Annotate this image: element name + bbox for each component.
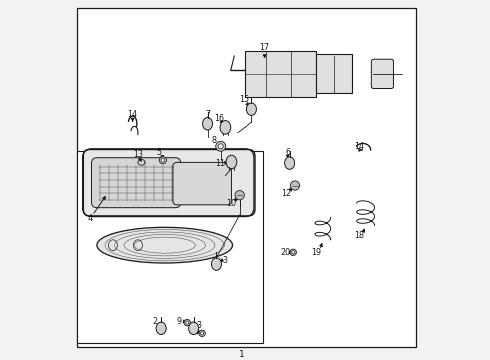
Text: 13: 13 (134, 150, 144, 159)
Ellipse shape (220, 121, 231, 134)
Text: 21: 21 (190, 327, 200, 336)
Circle shape (290, 249, 296, 256)
Text: 12: 12 (281, 189, 291, 198)
Text: 6: 6 (285, 148, 291, 157)
Text: 1: 1 (239, 350, 245, 359)
Text: 16: 16 (214, 114, 224, 123)
Bar (316, 54, 352, 94)
Circle shape (292, 251, 295, 254)
Text: 5: 5 (157, 148, 162, 157)
Circle shape (216, 141, 226, 151)
Text: 14: 14 (127, 110, 138, 119)
Text: 7: 7 (205, 111, 210, 120)
FancyBboxPatch shape (173, 162, 231, 205)
FancyBboxPatch shape (83, 149, 254, 217)
Text: 15: 15 (239, 95, 249, 104)
Polygon shape (97, 227, 233, 263)
Circle shape (186, 321, 189, 324)
Ellipse shape (212, 258, 221, 270)
Ellipse shape (285, 157, 294, 169)
Text: 20: 20 (280, 248, 290, 257)
Text: 8: 8 (211, 136, 216, 145)
Text: 18: 18 (354, 231, 364, 240)
Ellipse shape (246, 103, 256, 116)
Ellipse shape (156, 322, 166, 334)
Circle shape (218, 144, 223, 149)
Text: 2: 2 (152, 318, 158, 327)
Ellipse shape (226, 155, 237, 169)
Bar (245, 51, 316, 97)
Circle shape (199, 330, 205, 337)
Ellipse shape (202, 118, 213, 130)
Text: 14: 14 (354, 142, 364, 151)
Ellipse shape (189, 322, 198, 334)
Circle shape (200, 332, 204, 335)
Text: 10: 10 (226, 199, 237, 208)
Circle shape (184, 319, 191, 326)
Circle shape (290, 181, 299, 190)
FancyBboxPatch shape (371, 59, 393, 89)
Text: 4: 4 (87, 214, 92, 223)
Text: 17: 17 (260, 43, 270, 52)
Circle shape (161, 158, 165, 162)
Text: 9: 9 (176, 317, 181, 326)
Circle shape (235, 190, 245, 200)
Text: 3: 3 (223, 256, 228, 265)
FancyBboxPatch shape (92, 158, 181, 208)
Text: 19: 19 (311, 248, 321, 257)
Text: 3: 3 (196, 321, 201, 330)
Text: 11: 11 (215, 159, 225, 168)
Circle shape (159, 157, 167, 164)
Bar (77, 150, 263, 343)
